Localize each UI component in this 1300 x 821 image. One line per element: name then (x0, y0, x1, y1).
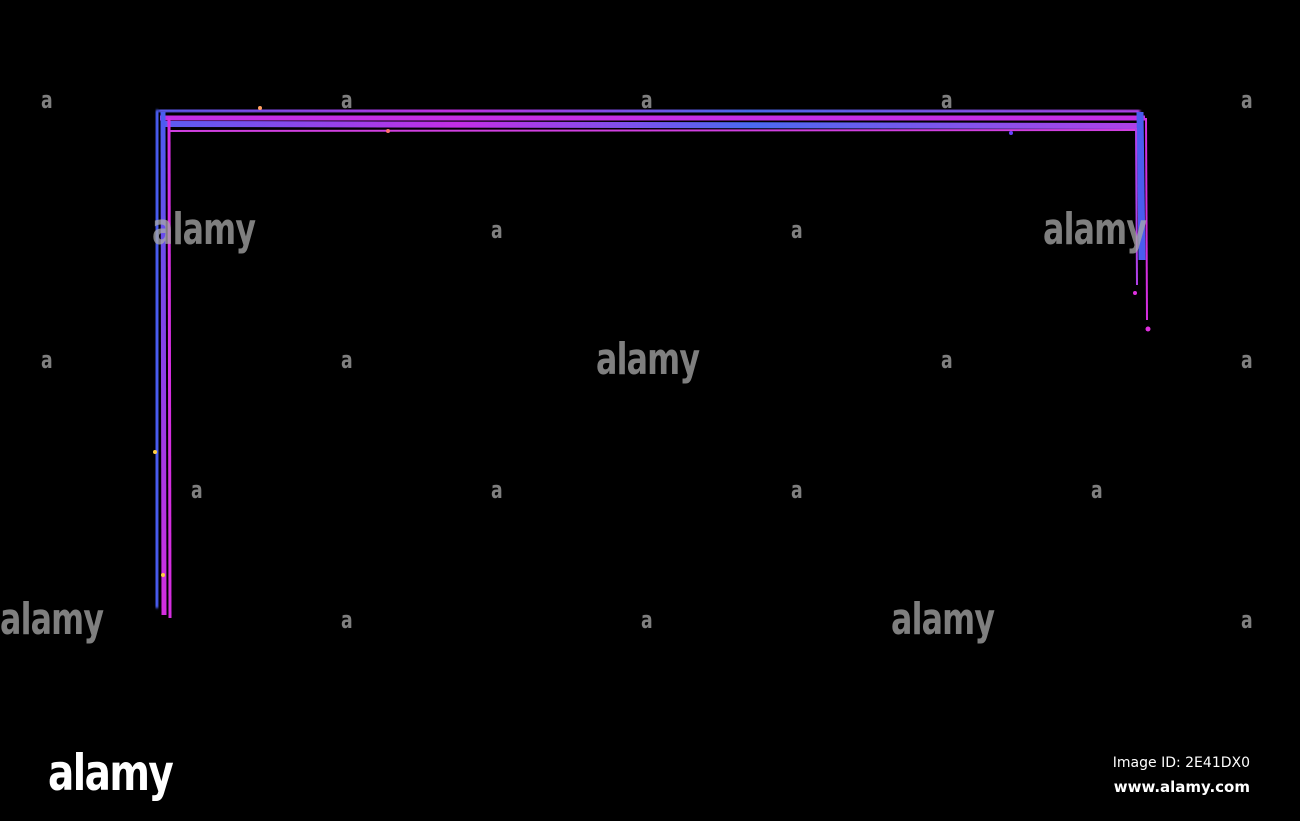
watermark-letter: a (941, 86, 953, 114)
watermark-letter: a (1091, 476, 1103, 504)
watermark-letter: a (1241, 606, 1253, 634)
watermark-letter: a (191, 476, 203, 504)
watermark-letter: a (41, 86, 53, 114)
watermark-logo: alamy (152, 204, 256, 255)
watermark-letter: a (941, 346, 953, 374)
watermark-letter: a (791, 476, 803, 504)
watermark-letter: a (341, 86, 353, 114)
watermark-logo: alamy (1043, 204, 1147, 255)
watermark-logo: alamy (596, 334, 700, 385)
watermark-letter: a (341, 346, 353, 374)
watermark-letter: a (1241, 86, 1253, 114)
watermark-logo: alamy (0, 594, 104, 645)
site-url: www.alamy.com (1113, 778, 1250, 796)
image-id: Image ID: 2E41DX0 (1112, 755, 1250, 771)
watermark-letter: a (1241, 346, 1253, 374)
frame-top-edge (157, 107, 1145, 132)
frame-right-edge (1135, 111, 1148, 321)
watermark-logo: alamy (891, 594, 995, 645)
watermark-letter: a (491, 216, 503, 244)
alamy-logo: alamy (48, 744, 174, 802)
sparkle-dots (153, 106, 1151, 577)
watermark-letter: a (491, 476, 503, 504)
watermark-letter: a (641, 86, 653, 114)
watermark-letter: a (641, 606, 653, 634)
watermark-letter: a (41, 346, 53, 374)
frame-left-edge (152, 109, 172, 619)
watermark-letter: a (341, 606, 353, 634)
watermark-letter: a (791, 216, 803, 244)
